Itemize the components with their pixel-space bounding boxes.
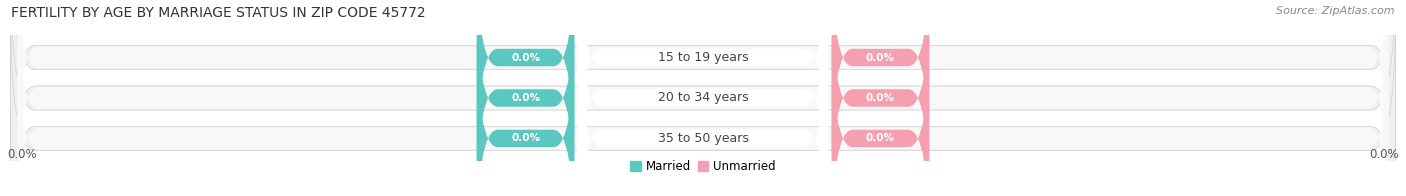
FancyBboxPatch shape bbox=[477, 26, 574, 196]
FancyBboxPatch shape bbox=[10, 0, 1396, 196]
Text: 0.0%: 0.0% bbox=[510, 93, 540, 103]
FancyBboxPatch shape bbox=[832, 0, 929, 170]
Text: 0.0%: 0.0% bbox=[510, 133, 540, 143]
FancyBboxPatch shape bbox=[17, 28, 1389, 196]
FancyBboxPatch shape bbox=[578, 0, 828, 191]
Text: 0.0%: 0.0% bbox=[1369, 148, 1399, 161]
Text: 0.0%: 0.0% bbox=[866, 93, 896, 103]
FancyBboxPatch shape bbox=[578, 5, 828, 196]
Text: FERTILITY BY AGE BY MARRIAGE STATUS IN ZIP CODE 45772: FERTILITY BY AGE BY MARRIAGE STATUS IN Z… bbox=[11, 6, 426, 20]
FancyBboxPatch shape bbox=[477, 0, 574, 170]
FancyBboxPatch shape bbox=[578, 0, 828, 196]
Text: 0.0%: 0.0% bbox=[510, 53, 540, 63]
Text: Source: ZipAtlas.com: Source: ZipAtlas.com bbox=[1277, 6, 1395, 16]
Text: 0.0%: 0.0% bbox=[866, 133, 896, 143]
FancyBboxPatch shape bbox=[832, 0, 929, 196]
FancyBboxPatch shape bbox=[17, 0, 1389, 168]
Legend: Married, Unmarried: Married, Unmarried bbox=[626, 155, 780, 177]
FancyBboxPatch shape bbox=[10, 0, 1396, 187]
FancyBboxPatch shape bbox=[477, 0, 574, 196]
FancyBboxPatch shape bbox=[832, 26, 929, 196]
Text: 35 to 50 years: 35 to 50 years bbox=[658, 132, 748, 145]
Text: 0.0%: 0.0% bbox=[866, 53, 896, 63]
Text: 20 to 34 years: 20 to 34 years bbox=[658, 92, 748, 104]
Text: 0.0%: 0.0% bbox=[7, 148, 37, 161]
FancyBboxPatch shape bbox=[10, 9, 1396, 196]
FancyBboxPatch shape bbox=[17, 0, 1389, 196]
Text: 15 to 19 years: 15 to 19 years bbox=[658, 51, 748, 64]
